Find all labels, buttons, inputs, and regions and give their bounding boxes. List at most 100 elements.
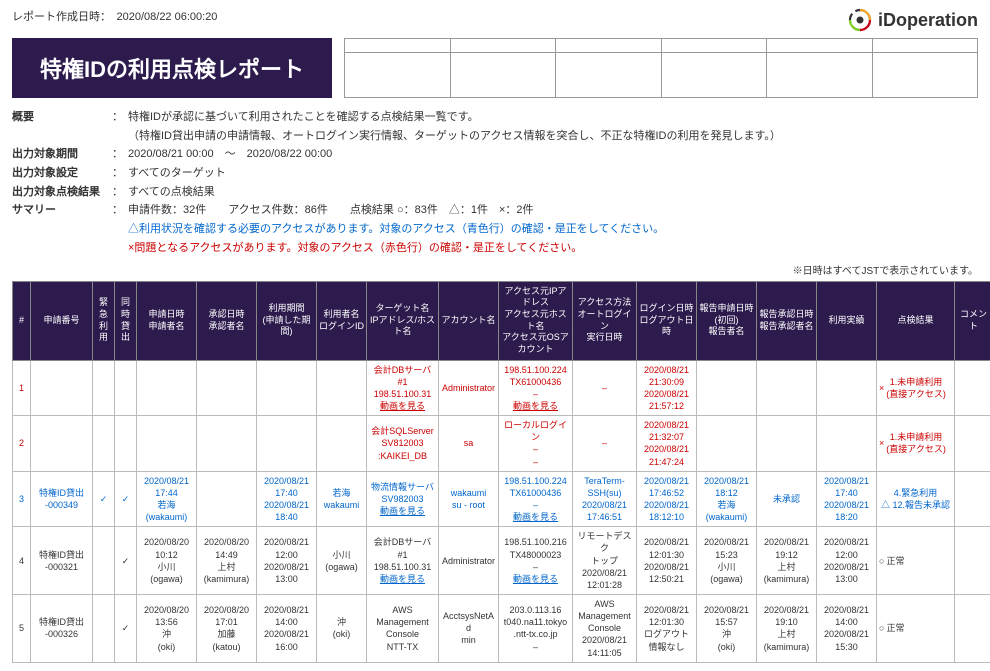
cell: ×1.未申請利用(直接アクセス) [877, 416, 955, 472]
cell [955, 416, 990, 472]
cell: 2020/08/2118:12若海(wakaumi) [697, 471, 757, 527]
cell: sa [439, 416, 499, 472]
cell [93, 595, 115, 663]
cell [757, 416, 817, 472]
cell [93, 527, 115, 595]
cell: ローカルログイン–– [499, 416, 573, 472]
cell: AcctsysNetAdmin [439, 595, 499, 663]
cell [955, 595, 990, 663]
cell: 会計SQLServerSV812003:KAIKEI_DB [367, 416, 439, 472]
cell [697, 416, 757, 472]
cell: 物流情報サーバSV982003動画を見る [367, 471, 439, 527]
video-link[interactable]: 動画を見る [369, 505, 436, 517]
col-c10: アクセス元IPアドレスアクセス元ホスト名アクセス元OSアカウント [499, 281, 573, 360]
cell: 2020/08/2117:402020/08/2118:40 [257, 471, 317, 527]
cell [93, 360, 115, 416]
cell [93, 416, 115, 472]
cell: 3 [13, 471, 31, 527]
cell: 2020/08/2115:23小川(ogawa) [697, 527, 757, 595]
col-c7: 利用者名ログインID [317, 281, 367, 360]
table-row: 3特権ID貸出-000349✓✓2020/08/2117:44若海(wakaum… [13, 471, 990, 527]
col-c8: ターゲット名IPアドレス/ホスト名 [367, 281, 439, 360]
video-link[interactable]: 動画を見る [501, 400, 570, 412]
cell: 198.51.100.224TX61000436–動画を見る [499, 360, 573, 416]
cell: 2020/08/2119:10上村(kamimura) [757, 595, 817, 663]
cell: 2020/08/2112:01:302020/08/2112:50:21 [637, 527, 697, 595]
cell [257, 416, 317, 472]
cell: 2020/08/2115:57沖(oki) [697, 595, 757, 663]
cell: 会計DBサーバ#1198.51.100.31動画を見る [367, 527, 439, 595]
cell [115, 360, 137, 416]
cell [817, 360, 877, 416]
col-c4: 申請日時申請者名 [137, 281, 197, 360]
cell: 未承認 [757, 471, 817, 527]
col-c12: ログイン日時ログアウト日時 [637, 281, 697, 360]
cell: 会計DBサーバ#1198.51.100.31動画を見る [367, 360, 439, 416]
video-link[interactable]: 動画を見る [369, 400, 436, 412]
cell: 198.51.100.224TX61000436–動画を見る [499, 471, 573, 527]
cell: リモートデスクトップ2020/08/2112:01:28 [573, 527, 637, 595]
logo-text: iDoperation [878, 10, 978, 31]
cell [197, 360, 257, 416]
cell: 1 [13, 360, 31, 416]
col-c16: 点検結果 [877, 281, 955, 360]
cell: ✓ [115, 471, 137, 527]
table-row: 2 会計SQLServerSV812003:KAIKEI_DBsaローカルログイン… [13, 416, 990, 472]
cell: 特権ID貸出-000326 [31, 595, 93, 663]
page-title: 特権IDの利用点検レポート [12, 38, 332, 98]
cell: 2020/08/2117:44若海(wakaumi) [137, 471, 197, 527]
video-link[interactable]: 動画を見る [501, 511, 570, 523]
report-table: #申請番号緊急利用同時貸出申請日時申請者名承認日時承認者名利用期間(申請した期間… [12, 281, 990, 663]
cell: 若海wakaumi [317, 471, 367, 527]
col-c2: 緊急利用 [93, 281, 115, 360]
cell: 2020/08/2119:12上村(kamimura) [757, 527, 817, 595]
cell: 2020/08/2117:402020/08/2118:20 [817, 471, 877, 527]
cell: ×1.未申請利用(直接アクセス) [877, 360, 955, 416]
col-c5: 承認日時承認者名 [197, 281, 257, 360]
footnote: ※日時はすべてJSTで表示されています。 [12, 262, 978, 277]
cell: 2020/08/2121:30:092020/08/2121:57:12 [637, 360, 697, 416]
cell [757, 360, 817, 416]
table-row: 5特権ID貸出-000326✓2020/08/2013:56沖(oki)2020… [13, 595, 990, 663]
cell: wakaumisu - root [439, 471, 499, 527]
cell: ✓ [93, 471, 115, 527]
cell: 4 [13, 527, 31, 595]
cell: TeraTerm-SSH(su)2020/08/2117:46:51 [573, 471, 637, 527]
meta-block: 概要：特権IDが承認に基づいて利用されたことを確認する点検結果一覧です。 （特権… [12, 108, 978, 258]
cell: 2 [13, 416, 31, 472]
cell: AWSManagementConsoleNTT-TX [367, 595, 439, 663]
cell [197, 416, 257, 472]
col-c15: 利用実績 [817, 281, 877, 360]
col-c1: 申請番号 [31, 281, 93, 360]
cell [955, 527, 990, 595]
cell: 2020/08/2112:002020/08/2113:00 [817, 527, 877, 595]
cell [137, 360, 197, 416]
cell [817, 416, 877, 472]
cell [115, 416, 137, 472]
cell [31, 360, 93, 416]
logo-icon [848, 8, 872, 32]
col-c11: アクセス方法オートログイン実行日時 [573, 281, 637, 360]
table-header: #申請番号緊急利用同時貸出申請日時申請者名承認日時承認者名利用期間(申請した期間… [13, 281, 990, 360]
cell [137, 416, 197, 472]
cell [955, 360, 990, 416]
cell: 2020/08/2014:49上村(kamimura) [197, 527, 257, 595]
cell: – [573, 360, 637, 416]
cell: AWSManagementConsole2020/08/2114:11:05 [573, 595, 637, 663]
cell [317, 416, 367, 472]
video-link[interactable]: 動画を見る [501, 573, 570, 585]
cell: 特権ID貸出-000349 [31, 471, 93, 527]
video-link[interactable]: 動画を見る [369, 573, 436, 585]
cell: 2020/08/2114:002020/08/2115:30 [817, 595, 877, 663]
stamp-grid [344, 38, 978, 98]
cell: Administrator [439, 527, 499, 595]
table-row: 1会計DBサーバ#1198.51.100.31動画を見るAdministrato… [13, 360, 990, 416]
cell: 198.51.100.216TX48000023–動画を見る [499, 527, 573, 595]
cell: 203.0.113.16t040.na11.tokyo.ntt-tx.co.jp… [499, 595, 573, 663]
cell: 沖(oki) [317, 595, 367, 663]
cell: 2020/08/2010:12小川(ogawa) [137, 527, 197, 595]
cell [197, 471, 257, 527]
col-c17: コメント [955, 281, 990, 360]
cell: – [573, 416, 637, 472]
col-c0: # [13, 281, 31, 360]
